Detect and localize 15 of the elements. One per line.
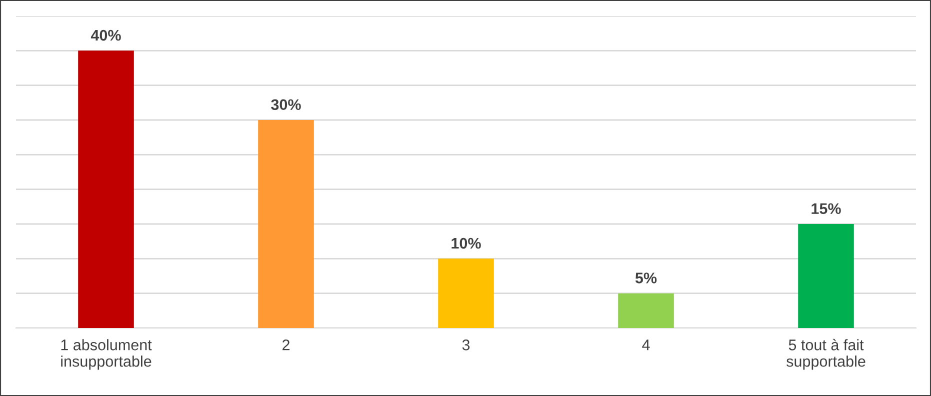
bar — [798, 224, 854, 328]
x-tick-label: 1 absolument insupportable — [61, 339, 152, 370]
data-label: 40% — [90, 30, 121, 41]
x-tick-label: 2 — [282, 340, 290, 350]
bar — [258, 120, 314, 328]
x-tick-label: 4 — [642, 340, 650, 350]
bar — [78, 50, 134, 328]
data-label: 30% — [271, 99, 301, 110]
bar — [618, 293, 674, 328]
bar — [438, 258, 494, 328]
data-label: 5% — [635, 272, 657, 284]
x-tick-label: 5 tout à fait supportable — [786, 338, 866, 370]
data-label: 15% — [812, 203, 841, 214]
data-label: 10% — [452, 238, 481, 249]
x-tick-label: 3 — [462, 340, 470, 350]
